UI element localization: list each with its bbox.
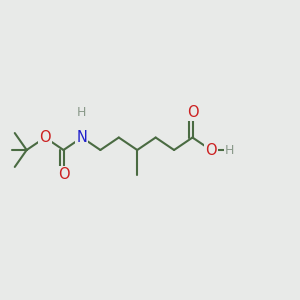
Text: O: O [205, 142, 217, 158]
Text: H: H [225, 143, 234, 157]
Text: H: H [77, 106, 87, 119]
Text: N: N [76, 130, 87, 145]
Text: O: O [39, 130, 51, 145]
Text: O: O [187, 105, 198, 120]
Text: O: O [58, 167, 69, 182]
